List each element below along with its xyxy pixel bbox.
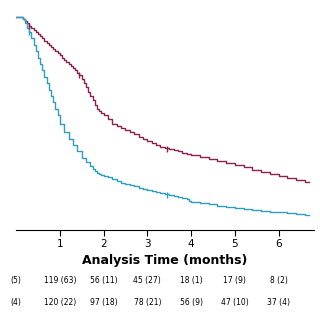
Text: 120 (22): 120 (22) bbox=[44, 298, 76, 307]
Text: (5): (5) bbox=[11, 276, 21, 284]
Text: 56 (11): 56 (11) bbox=[90, 276, 117, 284]
Text: 18 (1): 18 (1) bbox=[180, 276, 202, 284]
Text: 78 (21): 78 (21) bbox=[133, 298, 161, 307]
Text: 47 (10): 47 (10) bbox=[221, 298, 249, 307]
Text: (4): (4) bbox=[11, 298, 21, 307]
Text: 97 (18): 97 (18) bbox=[90, 298, 117, 307]
Text: 8 (2): 8 (2) bbox=[270, 276, 288, 284]
Text: 45 (27): 45 (27) bbox=[133, 276, 161, 284]
Text: 56 (9): 56 (9) bbox=[180, 298, 203, 307]
Text: 17 (9): 17 (9) bbox=[223, 276, 246, 284]
Text: 37 (4): 37 (4) bbox=[267, 298, 290, 307]
X-axis label: Analysis Time (months): Analysis Time (months) bbox=[82, 254, 247, 267]
Text: 119 (63): 119 (63) bbox=[44, 276, 76, 284]
